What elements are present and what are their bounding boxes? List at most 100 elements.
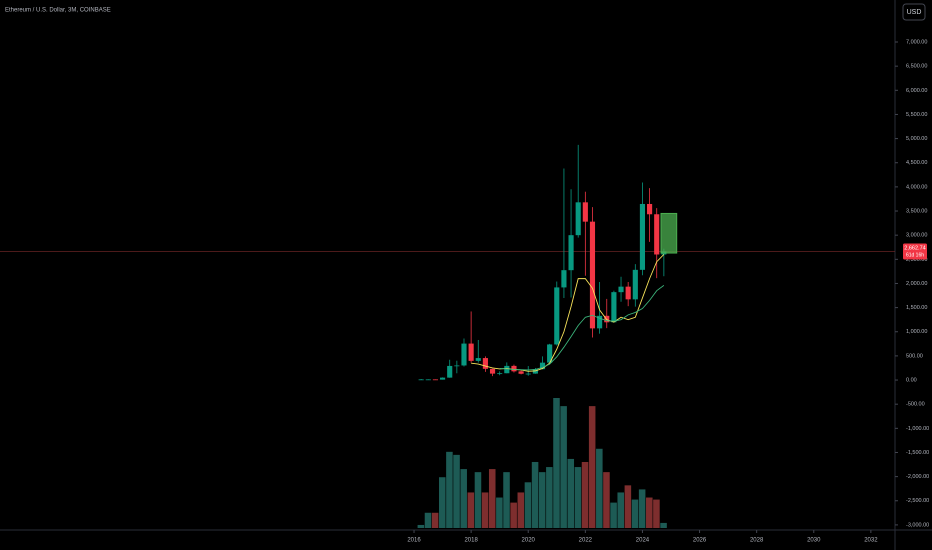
volume-bar <box>517 492 525 528</box>
candle-body <box>611 292 617 323</box>
volume-bar <box>510 502 517 528</box>
candle-body <box>618 286 624 293</box>
candle-body <box>511 365 517 372</box>
candle-body <box>461 343 467 366</box>
candle-body <box>418 379 424 381</box>
candle-body <box>639 203 646 270</box>
volume-bar <box>553 398 560 528</box>
y-tick-label: 2,500.00 <box>906 257 927 263</box>
y-tick-label: 5,000.00 <box>906 136 927 142</box>
volume-bar <box>581 461 589 528</box>
volume-bar <box>424 512 432 528</box>
candle-body <box>547 344 553 363</box>
candle-body <box>525 373 531 375</box>
price-tag <box>903 243 927 260</box>
x-tick-label: 2018 <box>464 538 478 544</box>
volume-bar <box>646 497 653 528</box>
y-tick-label: -3,000.00 <box>906 522 929 528</box>
range-box <box>660 212 678 254</box>
volume-bar <box>588 406 596 528</box>
volume-bar <box>538 472 546 528</box>
y-tick-label: -1,500.00 <box>906 450 929 456</box>
volume-bar <box>453 454 460 528</box>
candle-body <box>561 270 567 288</box>
candle-body <box>468 343 474 361</box>
moving-average <box>499 285 665 371</box>
y-tick-label: 2,000.00 <box>906 281 927 287</box>
volume-bar <box>660 522 667 528</box>
volume-bar <box>531 461 539 528</box>
y-tick-label: -1,000.00 <box>906 426 929 432</box>
y-tick-label: -2,000.00 <box>906 474 929 480</box>
y-tick-label: 6,000.00 <box>906 88 927 94</box>
volume-bar <box>596 448 603 528</box>
volume-bar <box>624 485 632 528</box>
volume-bar <box>567 458 575 528</box>
candle-body <box>575 202 581 236</box>
volume-bar <box>560 406 567 528</box>
volume-bar <box>496 497 503 528</box>
candle-body <box>497 373 503 375</box>
volume-bar <box>467 492 475 528</box>
volume-bar <box>610 502 617 528</box>
candle-body <box>539 362 546 370</box>
x-tick-label: 2022 <box>579 538 593 544</box>
candle-body <box>554 287 560 345</box>
y-tick-label: -2,500.00 <box>906 498 929 504</box>
volume-bar <box>431 512 439 528</box>
x-tick-label: 2026 <box>693 538 707 544</box>
volume-bar <box>631 499 639 528</box>
volume-bar <box>488 469 496 528</box>
x-tick-label: 2028 <box>750 538 764 544</box>
candle-body <box>582 202 588 222</box>
candle-body <box>440 377 446 380</box>
volume-bar <box>574 467 582 528</box>
volume-bar <box>617 492 624 528</box>
volume-bar <box>603 472 610 528</box>
volume-bar <box>446 451 453 528</box>
candle-body <box>489 368 496 374</box>
y-tick-label: -500.00 <box>906 402 925 408</box>
y-tick-label: 3,500.00 <box>906 208 927 214</box>
currency-label[interactable]: USD <box>907 9 922 16</box>
y-tick-label: 7,000.00 <box>906 39 927 45</box>
candle-body <box>432 379 439 381</box>
volume-bar <box>417 524 425 528</box>
candle-body <box>568 235 574 271</box>
y-tick-label: 0.00 <box>906 377 917 383</box>
candle-body <box>454 365 460 367</box>
y-tick-label: 1,000.00 <box>906 329 927 335</box>
volume-bar <box>503 472 510 528</box>
volume-bar <box>653 499 660 528</box>
y-tick-label: 5,500.00 <box>906 112 927 118</box>
y-tick-label: 500.00 <box>906 353 923 359</box>
y-tick-label: 3,000.00 <box>906 233 927 239</box>
x-tick-label: 2032 <box>864 538 878 544</box>
candle-body <box>597 315 603 329</box>
y-tick-label: 6,500.00 <box>906 64 927 70</box>
x-tick-label: 2020 <box>522 538 536 544</box>
x-tick-label: 2016 <box>407 538 421 544</box>
price-tag-label: 2,662.74 <box>904 245 925 251</box>
volume-bar <box>638 489 646 528</box>
candle-body <box>425 379 431 381</box>
candle-body <box>482 358 488 369</box>
x-tick-label: 2024 <box>636 538 650 544</box>
y-tick-label: 4,000.00 <box>906 184 927 190</box>
volume-bar <box>439 477 446 528</box>
candle-body <box>475 358 481 361</box>
candle-body <box>532 369 538 374</box>
candle-body <box>625 286 631 300</box>
volume-bar <box>460 469 467 528</box>
candle-body <box>632 269 638 300</box>
volume-bar <box>546 467 553 528</box>
volume-bar <box>474 472 482 528</box>
candle-body <box>589 221 596 329</box>
volume-bar <box>481 492 489 528</box>
countdown-label: 61d 16h <box>906 252 924 258</box>
candle-body <box>518 371 524 374</box>
candle-body <box>504 365 510 374</box>
y-tick-label: 1,500.00 <box>906 305 927 311</box>
currency-button[interactable] <box>902 3 926 21</box>
